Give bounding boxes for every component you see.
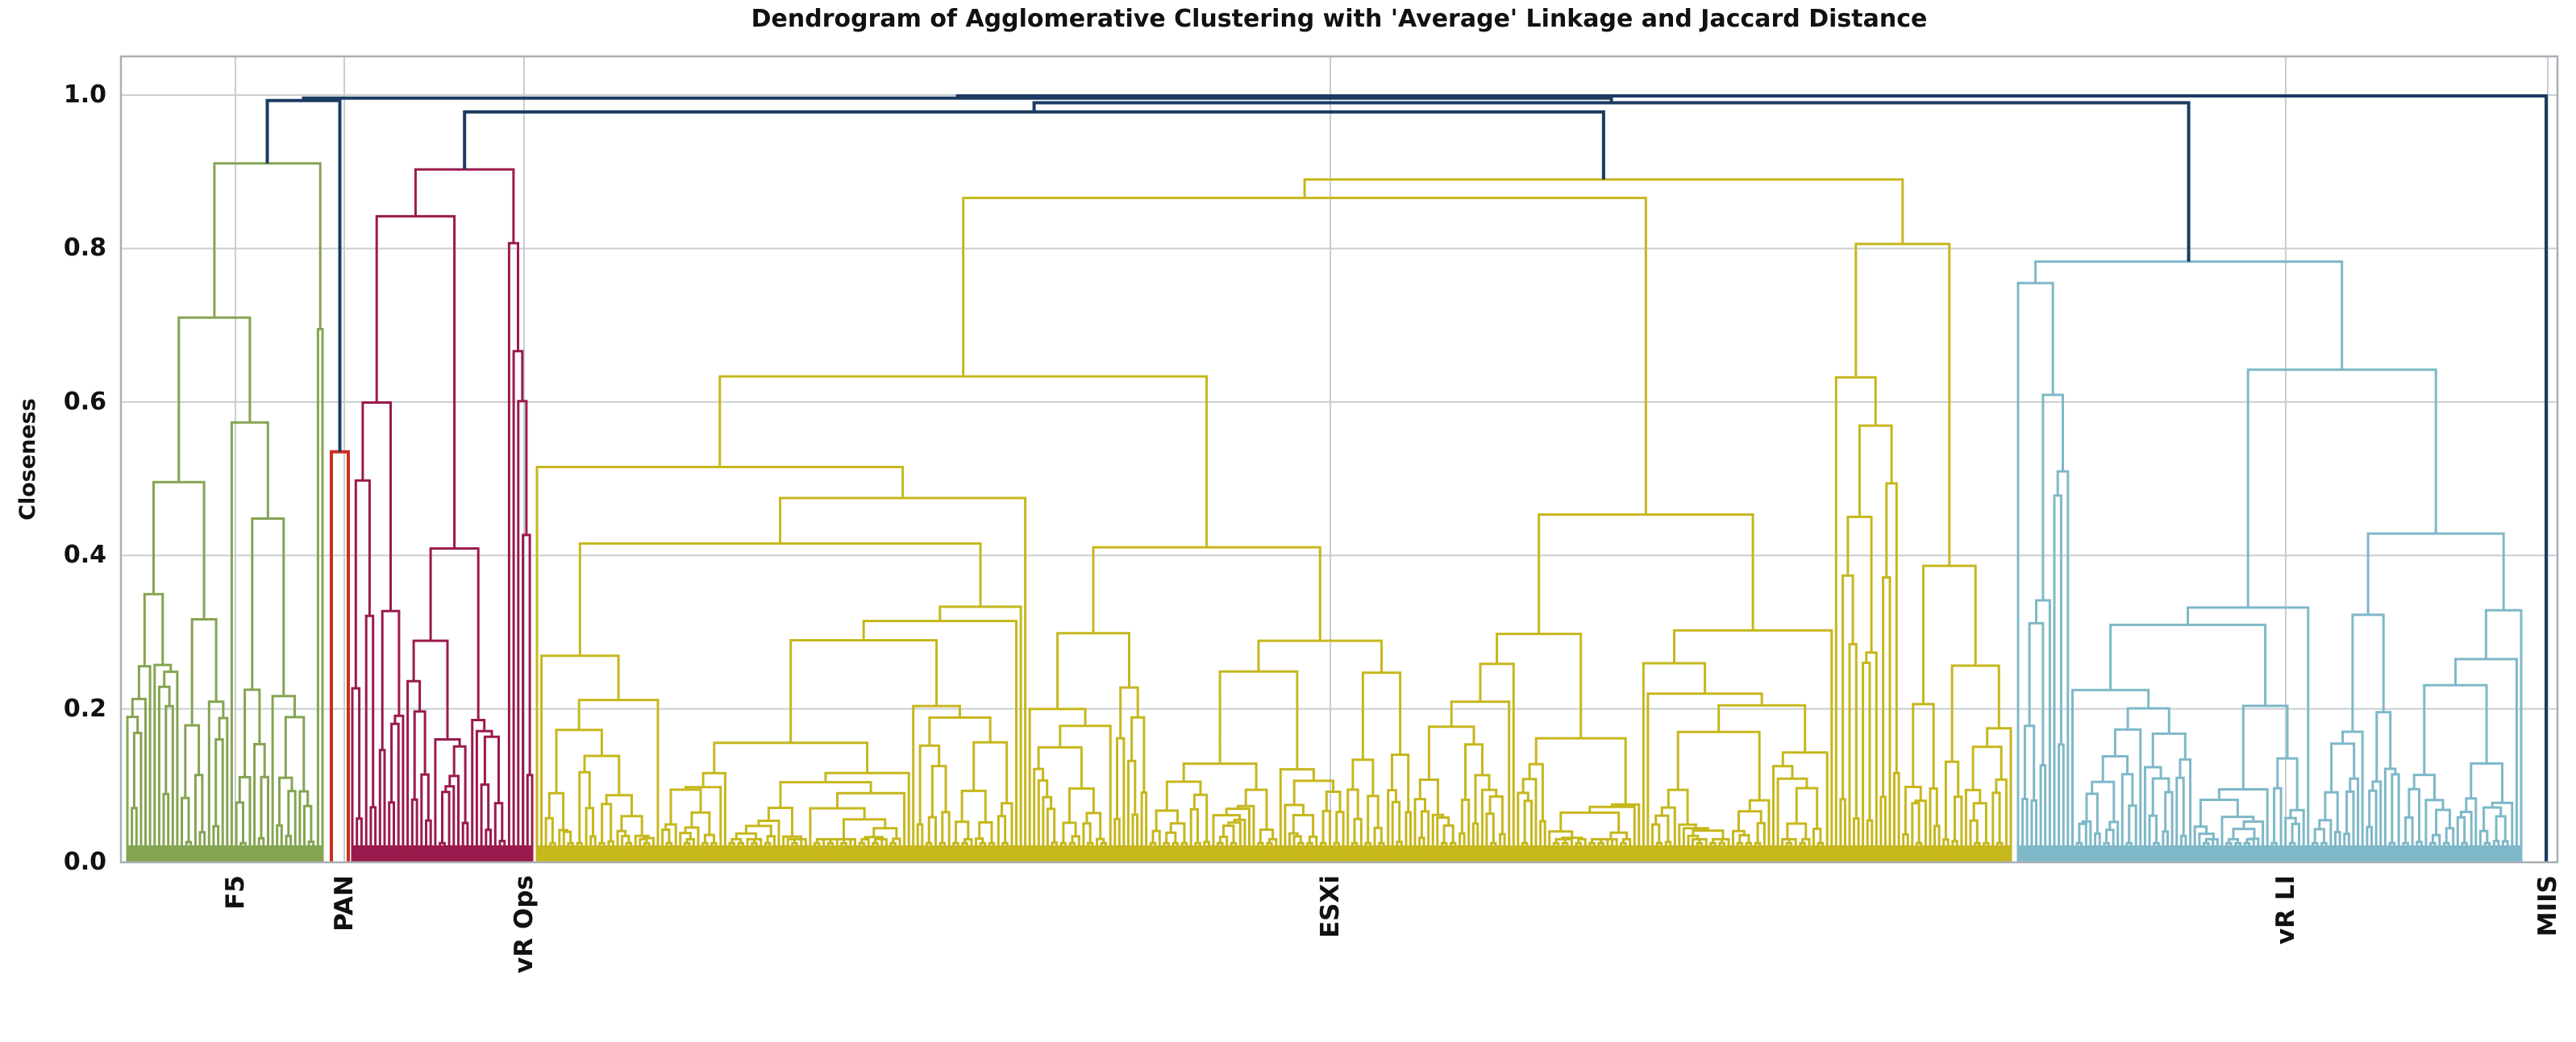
plot-frame — [119, 55, 2559, 864]
link-ROOT — [955, 94, 2548, 862]
cluster-links-vROps — [351, 168, 534, 862]
y-tick-label-0.0: 0.0 — [63, 848, 106, 876]
y-tick-label-0.8: 0.8 — [63, 234, 106, 263]
link-A — [463, 110, 1605, 180]
y-tick-label-0.6: 0.6 — [63, 387, 106, 416]
y-tick-label-0.2: 0.2 — [63, 694, 106, 723]
x-tick-label-vRLI: vR LI — [2271, 875, 2300, 945]
leaf-band-F5 — [127, 845, 323, 862]
cluster-links-ESXi — [535, 178, 2012, 862]
cluster-links-PAN — [330, 450, 350, 862]
leaf-band-vROps — [352, 845, 533, 862]
link-L1 — [265, 98, 342, 452]
cluster-links-vRLI — [2016, 260, 2523, 862]
x-tick-label-PAN: PAN — [330, 875, 359, 932]
x-tick-label-F5: F5 — [221, 875, 250, 910]
x-tick-label-vROps: vR Ops — [510, 875, 539, 974]
y-tick-label-1.0: 1.0 — [63, 81, 106, 109]
link-B — [1032, 101, 2191, 262]
leaf-band-vRLI — [2017, 845, 2522, 862]
chart-title: Dendrogram of Agglomerative Clustering w… — [751, 5, 1928, 33]
x-tick-label-ESXi: ESXi — [1316, 875, 1345, 939]
x-tick-label-MIIS: MIIS — [2533, 875, 2562, 937]
y-tick-label-0.4: 0.4 — [63, 541, 106, 570]
cluster-links-F5 — [126, 162, 324, 862]
